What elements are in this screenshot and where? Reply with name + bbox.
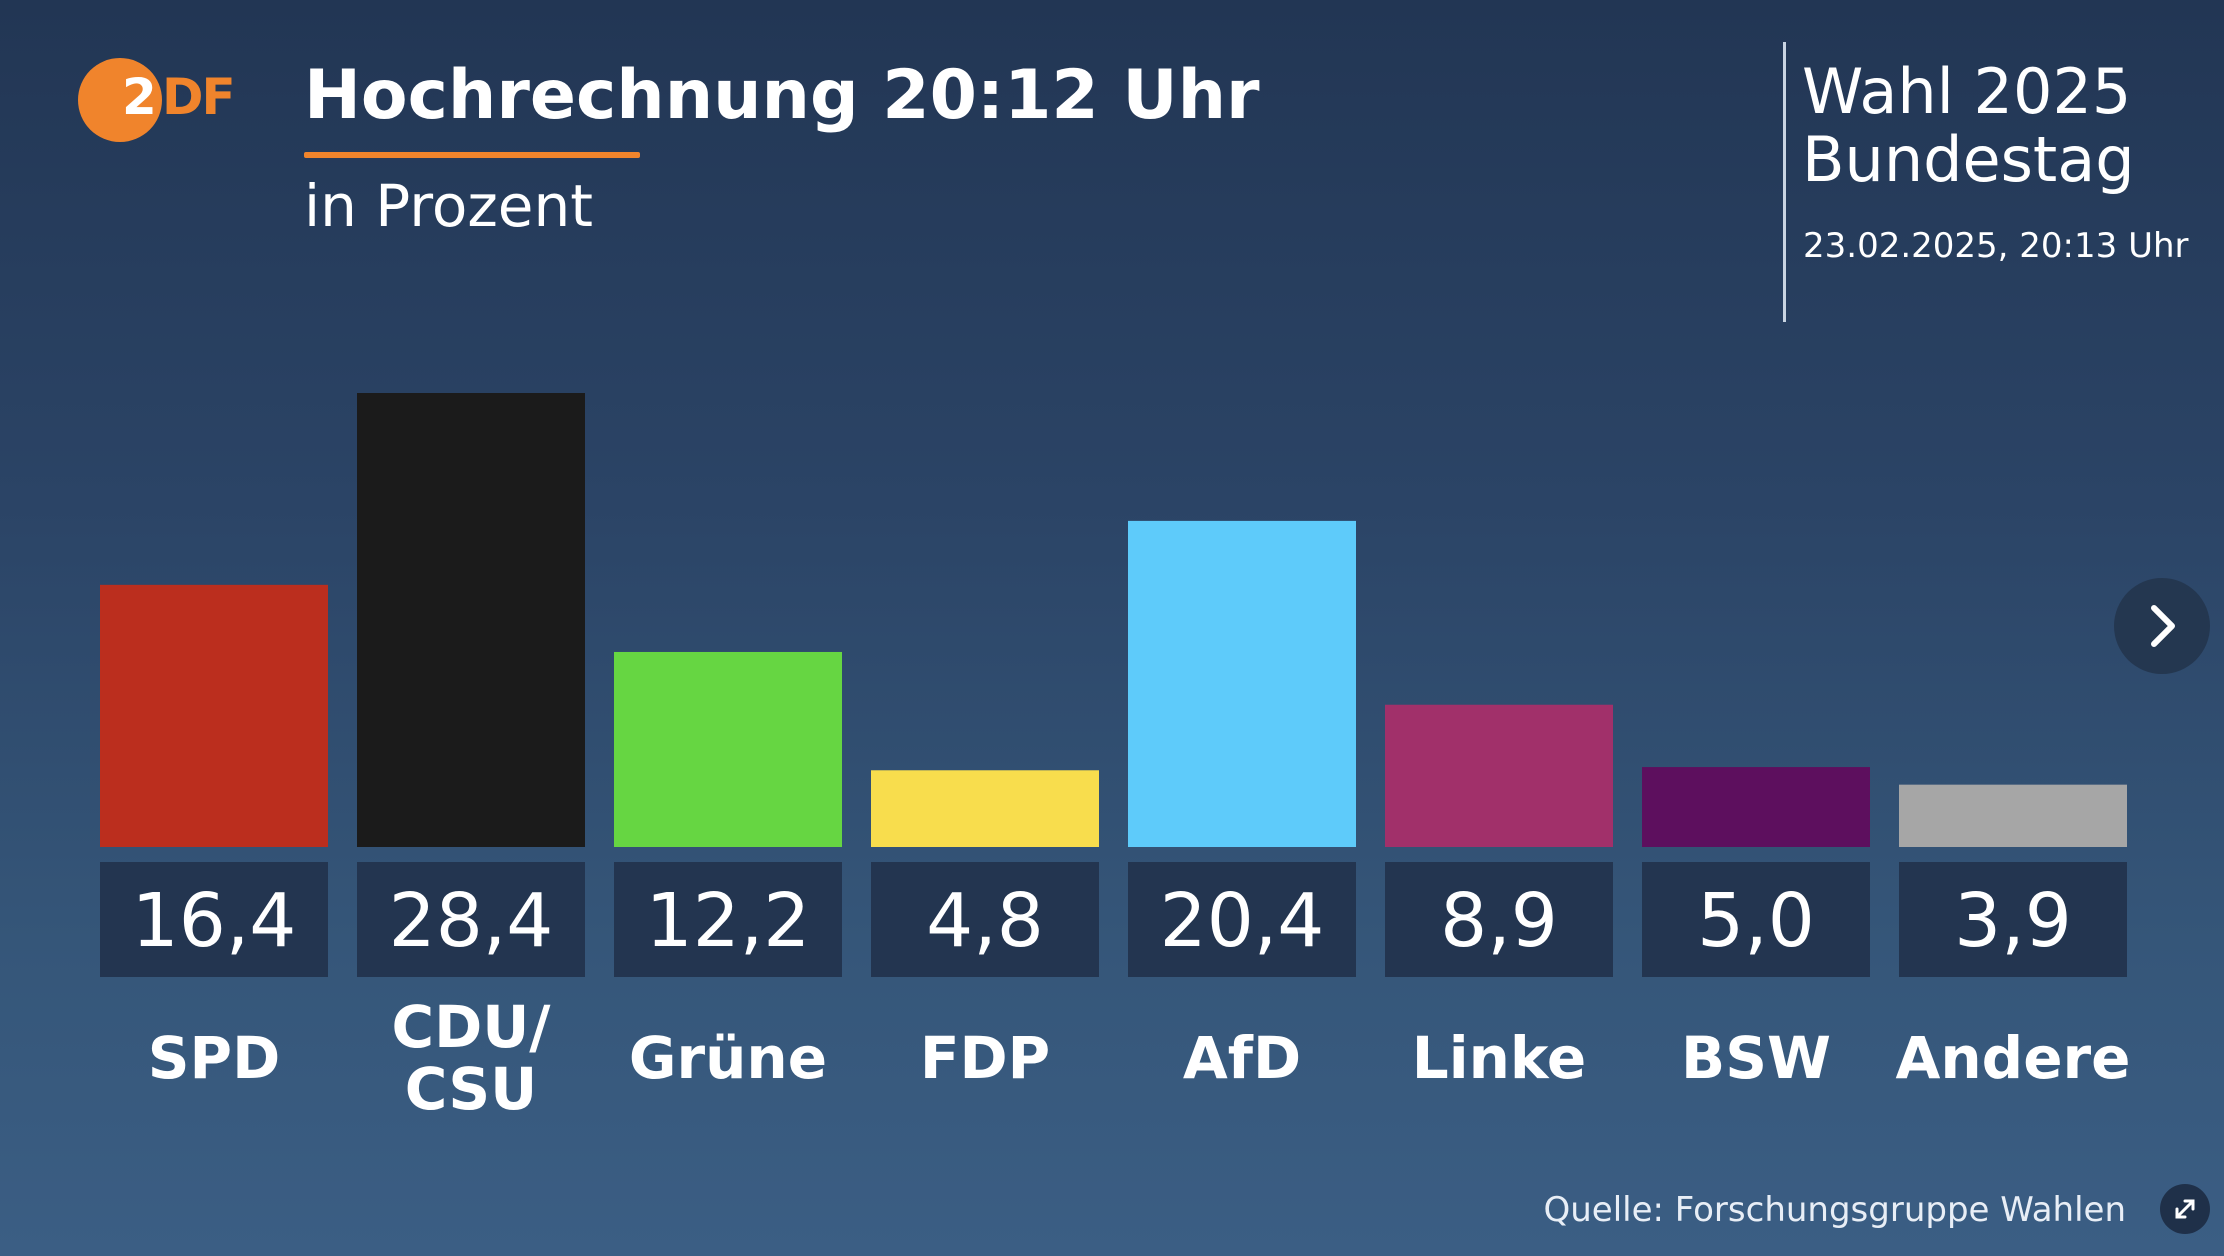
value-box-bsw <box>1642 862 1870 977</box>
zdf-logo-circle <box>78 58 162 142</box>
bar-afd <box>1128 520 1356 847</box>
value-label-cdu-csu: 28,4 <box>389 878 554 964</box>
category-label-bsw: BSW <box>1681 1024 1831 1092</box>
expand-button[interactable] <box>2160 1184 2210 1234</box>
value-label-bsw: 5,0 <box>1697 878 1815 964</box>
value-box-andere <box>1899 862 2127 977</box>
election-datetime: 23.02.2025, 20:13 Uhr <box>1803 226 2189 266</box>
value-label-gruene: 12,2 <box>646 878 811 964</box>
category-label-afd: AfD <box>1183 1024 1301 1092</box>
bar-linke <box>1385 704 1613 847</box>
value-box-cdu-csu <box>357 862 585 977</box>
header-divider <box>1783 42 1786 322</box>
value-box-linke <box>1385 862 1613 977</box>
value-label-fdp: 4,8 <box>926 878 1044 964</box>
election-line-1: Wahl 2025 <box>1802 55 2132 128</box>
page-subtitle: in Prozent <box>304 172 593 240</box>
value-box-afd <box>1128 862 1356 977</box>
value-label-andere: 3,9 <box>1954 878 2072 964</box>
election-line-2: Bundestag <box>1802 123 2135 196</box>
category-label-spd: SPD <box>148 1024 280 1092</box>
category-label-fdp: FDP <box>920 1024 1050 1092</box>
next-button[interactable] <box>2114 578 2210 674</box>
value-label-spd: 16,4 <box>132 878 297 964</box>
zdf-logo-two: 2 <box>122 68 157 126</box>
bar-gruene <box>614 651 842 847</box>
title-underline <box>304 152 640 158</box>
category-label-gruene: Grüne <box>629 1024 827 1092</box>
chevron-right-icon <box>2151 605 2175 647</box>
category-label-linke: Linke <box>1412 1024 1586 1092</box>
category-label-cdu-csu: CDU/CSU <box>392 993 552 1123</box>
value-box-fdp <box>871 862 1099 977</box>
value-box-gruene <box>614 862 842 977</box>
zdf-logo: 2 DF <box>78 58 236 142</box>
expand-icon <box>2175 1199 2195 1219</box>
source-note: Quelle: Forschungsgruppe Wahlen <box>1543 1190 2126 1230</box>
bar-spd <box>100 584 328 847</box>
value-box-spd <box>100 862 328 977</box>
zdf-logo-df: DF <box>162 68 236 126</box>
bar-andere <box>1899 784 2127 847</box>
bar-bsw <box>1642 767 1870 847</box>
value-label-afd: 20,4 <box>1160 878 1325 964</box>
election-name: Wahl 2025 Bundestag <box>1802 58 2135 194</box>
bar-cdu-csu <box>357 393 585 847</box>
value-label-linke: 8,9 <box>1440 878 1558 964</box>
bar-fdp <box>871 770 1099 847</box>
category-label-andere: Andere <box>1896 1024 2131 1092</box>
page-title: Hochrechnung 20:12 Uhr <box>304 56 1260 135</box>
